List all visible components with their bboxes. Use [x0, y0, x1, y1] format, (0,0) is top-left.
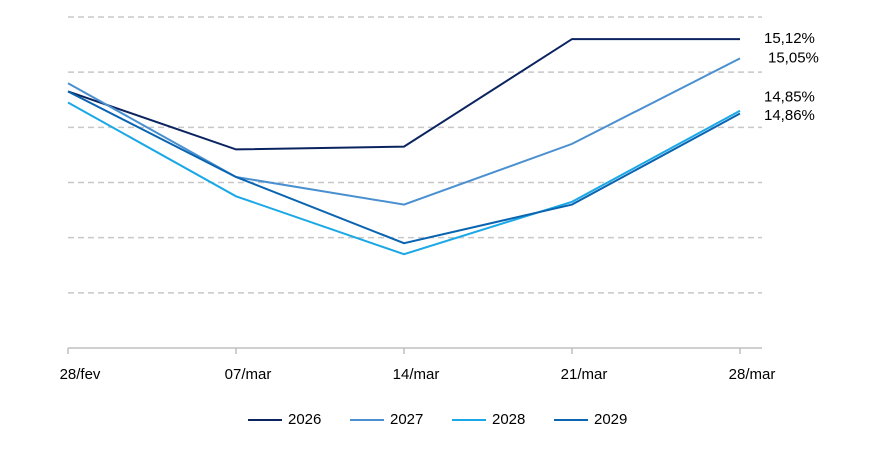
value-label: 15,05%	[768, 49, 819, 66]
value-label: 15,12%	[764, 30, 815, 47]
series-line	[67, 57, 741, 206]
x-tick-label: 28/mar	[729, 366, 776, 383]
x-tick-label: 07/mar	[225, 366, 272, 383]
x-tick-label: 28/fev	[60, 366, 101, 383]
x-tick-label: 14/mar	[393, 366, 440, 383]
legend-label: 2028	[492, 411, 525, 428]
series-line	[67, 90, 741, 245]
value-label: 14,86%	[764, 107, 815, 124]
legend-label: 2026	[288, 411, 321, 428]
legend-label: 2029	[594, 411, 627, 428]
series-line	[67, 38, 740, 151]
x-tick-label: 21/mar	[561, 366, 608, 383]
value-label: 14,85%	[764, 89, 815, 106]
legend-label: 2027	[390, 411, 423, 428]
series-line	[67, 101, 741, 256]
